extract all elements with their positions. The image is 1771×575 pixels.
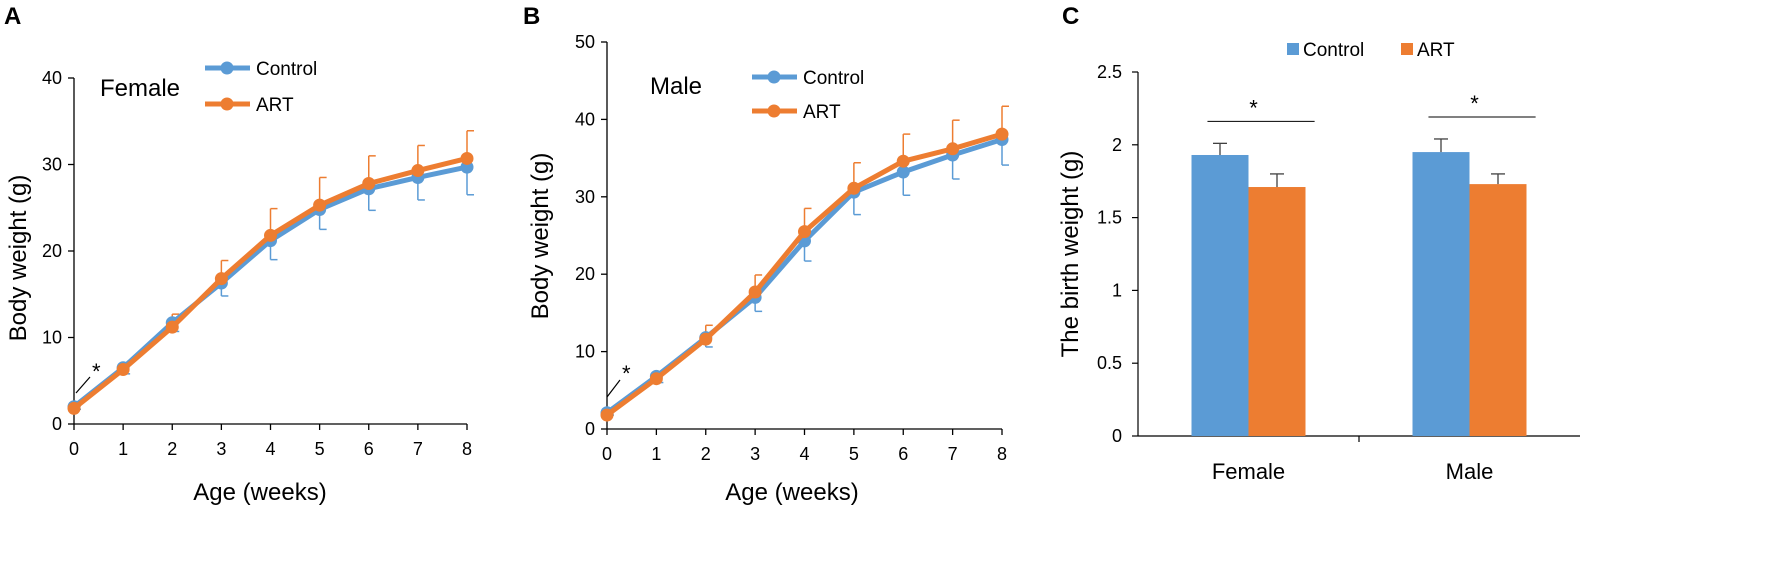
data-point-art bbox=[264, 228, 277, 242]
legend-label-control: Control bbox=[1303, 40, 1364, 61]
y-tick-label: 40 bbox=[575, 109, 595, 129]
data-point-art bbox=[411, 164, 425, 178]
significance-star: * bbox=[1249, 95, 1258, 120]
data-point-art bbox=[600, 408, 614, 422]
x-tick-label: 0 bbox=[69, 439, 79, 459]
series-line-art bbox=[72, 156, 468, 411]
panel-b: B Body weight (g) Age (weeks) Male Contr… bbox=[523, 3, 1009, 506]
bar-art bbox=[1248, 187, 1306, 436]
legend: Control ART bbox=[1287, 40, 1455, 61]
x-axis-label: Age (weeks) bbox=[725, 479, 858, 506]
legend-marker-art bbox=[220, 97, 234, 111]
x-tick-label: 8 bbox=[462, 439, 472, 459]
data-point-art bbox=[214, 272, 228, 286]
x-tick-label: 3 bbox=[750, 444, 760, 464]
y-tick-label: 10 bbox=[575, 342, 595, 362]
significance-star: * bbox=[622, 361, 631, 386]
panel-letter: B bbox=[523, 3, 540, 30]
panel-a: A Body weight (g) Age (weeks) Female Con… bbox=[4, 3, 474, 506]
x-tick-label: 5 bbox=[315, 439, 325, 459]
panel-c: C The birth weight (g) Control ART 0 0.5 1… bbox=[1057, 3, 1580, 484]
significance-pointer bbox=[75, 376, 91, 394]
y-tick-label: 20 bbox=[42, 241, 62, 261]
panel-letter: A bbox=[4, 3, 21, 30]
significance-pointer bbox=[606, 379, 621, 398]
y-tick-label: 50 bbox=[575, 32, 595, 52]
x-tick-label: 6 bbox=[364, 439, 374, 459]
bar-control bbox=[1191, 154, 1249, 436]
y-tick-label: 30 bbox=[575, 187, 595, 207]
panel-letter: C bbox=[1062, 3, 1079, 30]
y-tick-label: 0.5 bbox=[1097, 353, 1122, 373]
data-point-art bbox=[946, 142, 960, 156]
series-line-art bbox=[605, 131, 1003, 418]
data-point-art bbox=[460, 151, 474, 165]
legend-marker-control bbox=[220, 61, 234, 75]
data-point-art bbox=[798, 225, 811, 239]
x-tick-label: 6 bbox=[898, 444, 908, 464]
data-point-art bbox=[313, 198, 327, 212]
y-tick-label: 2 bbox=[1112, 135, 1122, 155]
significance-star: * bbox=[92, 359, 101, 384]
legend-label-art: ART bbox=[803, 102, 841, 123]
x-tick-label: 5 bbox=[849, 444, 859, 464]
bar-control bbox=[1412, 152, 1470, 436]
x-axis-label: Age (weeks) bbox=[193, 479, 326, 506]
x-tick-label: 7 bbox=[948, 444, 958, 464]
y-axis-label: Body weight (g) bbox=[5, 175, 32, 342]
legend-swatch-art bbox=[1401, 43, 1413, 55]
legend-label-control: Control bbox=[256, 59, 317, 80]
legend-label-art: ART bbox=[256, 95, 294, 116]
legend-marker-control bbox=[767, 70, 781, 84]
x-tick-label: 3 bbox=[216, 439, 226, 459]
x-tick-label: 2 bbox=[167, 439, 177, 459]
legend: Control ART bbox=[752, 68, 864, 123]
data-point-art bbox=[995, 127, 1009, 141]
data-point-art bbox=[362, 177, 376, 191]
y-axis-label: The birth weight (g) bbox=[1057, 151, 1084, 358]
y-tick-label: 1.5 bbox=[1097, 208, 1122, 228]
data-point-art bbox=[165, 320, 179, 334]
bar-art bbox=[1469, 184, 1527, 436]
data-point-art bbox=[67, 401, 81, 415]
x-tick-label: 1 bbox=[651, 444, 661, 464]
y-tick-label: 0 bbox=[585, 419, 595, 439]
legend-swatch-control bbox=[1287, 43, 1299, 55]
y-axis-label: Body weight (g) bbox=[527, 153, 554, 320]
y-tick-label: 10 bbox=[42, 328, 62, 348]
y-tick-label: 0 bbox=[1112, 426, 1122, 446]
y-tick-label: 40 bbox=[42, 68, 62, 88]
x-tick-label: 8 bbox=[997, 444, 1007, 464]
y-tick-label: 0 bbox=[52, 414, 62, 434]
x-tick-label: 7 bbox=[413, 439, 423, 459]
x-tick-label: Male bbox=[1446, 459, 1494, 484]
data-point-art bbox=[699, 332, 713, 346]
x-tick-label: 4 bbox=[799, 444, 809, 464]
legend: Control ART bbox=[205, 59, 317, 116]
data-point-art bbox=[896, 154, 910, 168]
legend-marker-art bbox=[767, 104, 781, 118]
x-tick-label: 4 bbox=[265, 439, 275, 459]
y-tick-label: 30 bbox=[42, 155, 62, 175]
chart-subtitle: Male bbox=[650, 73, 702, 100]
data-point-art bbox=[748, 285, 762, 299]
significance-star: * bbox=[1470, 91, 1479, 116]
legend-label-art: ART bbox=[1417, 40, 1455, 61]
series-line-control bbox=[72, 164, 468, 409]
y-tick-label: 1 bbox=[1112, 280, 1122, 300]
data-point-art bbox=[116, 363, 130, 377]
x-tick-label: 1 bbox=[118, 439, 128, 459]
legend-label-control: Control bbox=[803, 68, 864, 89]
x-tick-label: 2 bbox=[701, 444, 711, 464]
x-tick-label: Female bbox=[1212, 459, 1285, 484]
data-point-art bbox=[649, 372, 663, 386]
data-point-control bbox=[896, 165, 910, 179]
data-point-art bbox=[847, 181, 861, 195]
y-tick-label: 20 bbox=[575, 264, 595, 284]
x-tick-label: 0 bbox=[602, 444, 612, 464]
chart-subtitle: Female bbox=[100, 75, 180, 102]
y-tick-label: 2.5 bbox=[1097, 62, 1122, 82]
